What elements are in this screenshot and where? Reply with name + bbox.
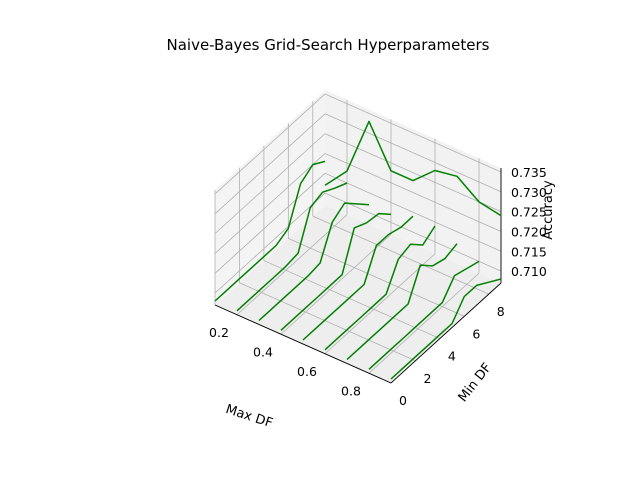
y-axis-label: Min DF <box>456 361 495 405</box>
z-tick-labels: 0.710 0.715 0.720 0.725 0.730 0.735 <box>511 165 547 279</box>
series-line-9 <box>390 278 502 380</box>
series-line-7 <box>346 243 458 361</box>
y-axis-line <box>390 282 502 384</box>
x-grid-floor <box>324 253 436 355</box>
z-axis-label: Accuracy <box>541 180 556 240</box>
series-line-2 <box>236 182 348 312</box>
z-tick-label: 0.720 <box>511 224 547 239</box>
z-tick-label: 0.735 <box>511 165 547 180</box>
x-grid-floor <box>236 214 348 316</box>
z-grid-side <box>214 133 326 234</box>
y-tick-label: 0 <box>399 393 407 408</box>
y-grid-floor <box>239 282 416 362</box>
y-tick-labels: 0 2 4 6 8 <box>399 304 505 408</box>
y-tick-label: 6 <box>472 326 480 341</box>
z-grid-side <box>214 192 326 294</box>
x-tick-labels: 0.2 0.4 0.6 0.8 <box>209 325 361 399</box>
z-grid-back <box>324 192 502 272</box>
y-tick-label: 8 <box>497 304 505 319</box>
x-tick-label: 0.2 <box>209 325 229 340</box>
z-tick-label: 0.715 <box>511 244 547 259</box>
x-tick-label: 0.8 <box>341 383 361 398</box>
x-tick-label: 0.4 <box>253 344 273 359</box>
x-grid-floor <box>280 233 392 335</box>
series-line-back <box>324 120 502 217</box>
chart-title: Naive-Bayes Grid-Search Hyperparameters <box>166 36 489 54</box>
z-grid-side <box>214 153 326 254</box>
y-tick-label: 2 <box>423 371 431 386</box>
floor-pane <box>215 205 501 383</box>
side-pane <box>215 90 325 305</box>
axis-panes <box>215 90 501 383</box>
y-grid-floor <box>288 237 465 317</box>
series-line-6 <box>324 225 436 351</box>
x-grid-floor <box>368 272 480 374</box>
z-tick-label: 0.710 <box>511 264 547 279</box>
x-axis-line <box>214 304 392 384</box>
series-line-5 <box>302 215 414 341</box>
series-line-8 <box>368 260 480 370</box>
y-grid-floor <box>263 260 441 339</box>
series-line-4 <box>280 212 392 331</box>
z-tick-label: 0.725 <box>511 205 547 220</box>
z-grid-back <box>324 172 502 252</box>
z-grid-back <box>324 133 502 212</box>
z-grid-back <box>324 93 502 173</box>
x-tick-label: 0.6 <box>297 364 317 379</box>
series-line-1 <box>214 160 326 302</box>
back-pane <box>325 90 501 283</box>
series-lines <box>214 120 502 380</box>
z-grid-side <box>214 113 326 215</box>
z-grid-side <box>214 172 326 274</box>
z-grid-back <box>324 113 502 193</box>
series-line-3 <box>258 202 370 322</box>
z-grid-side <box>214 93 326 195</box>
y-tick-label: 4 <box>448 349 456 364</box>
z-tick-label: 0.730 <box>511 185 547 200</box>
x-axis-label: Max DF <box>224 402 275 431</box>
z-grid-back <box>324 153 502 232</box>
axis-edges <box>214 168 502 384</box>
